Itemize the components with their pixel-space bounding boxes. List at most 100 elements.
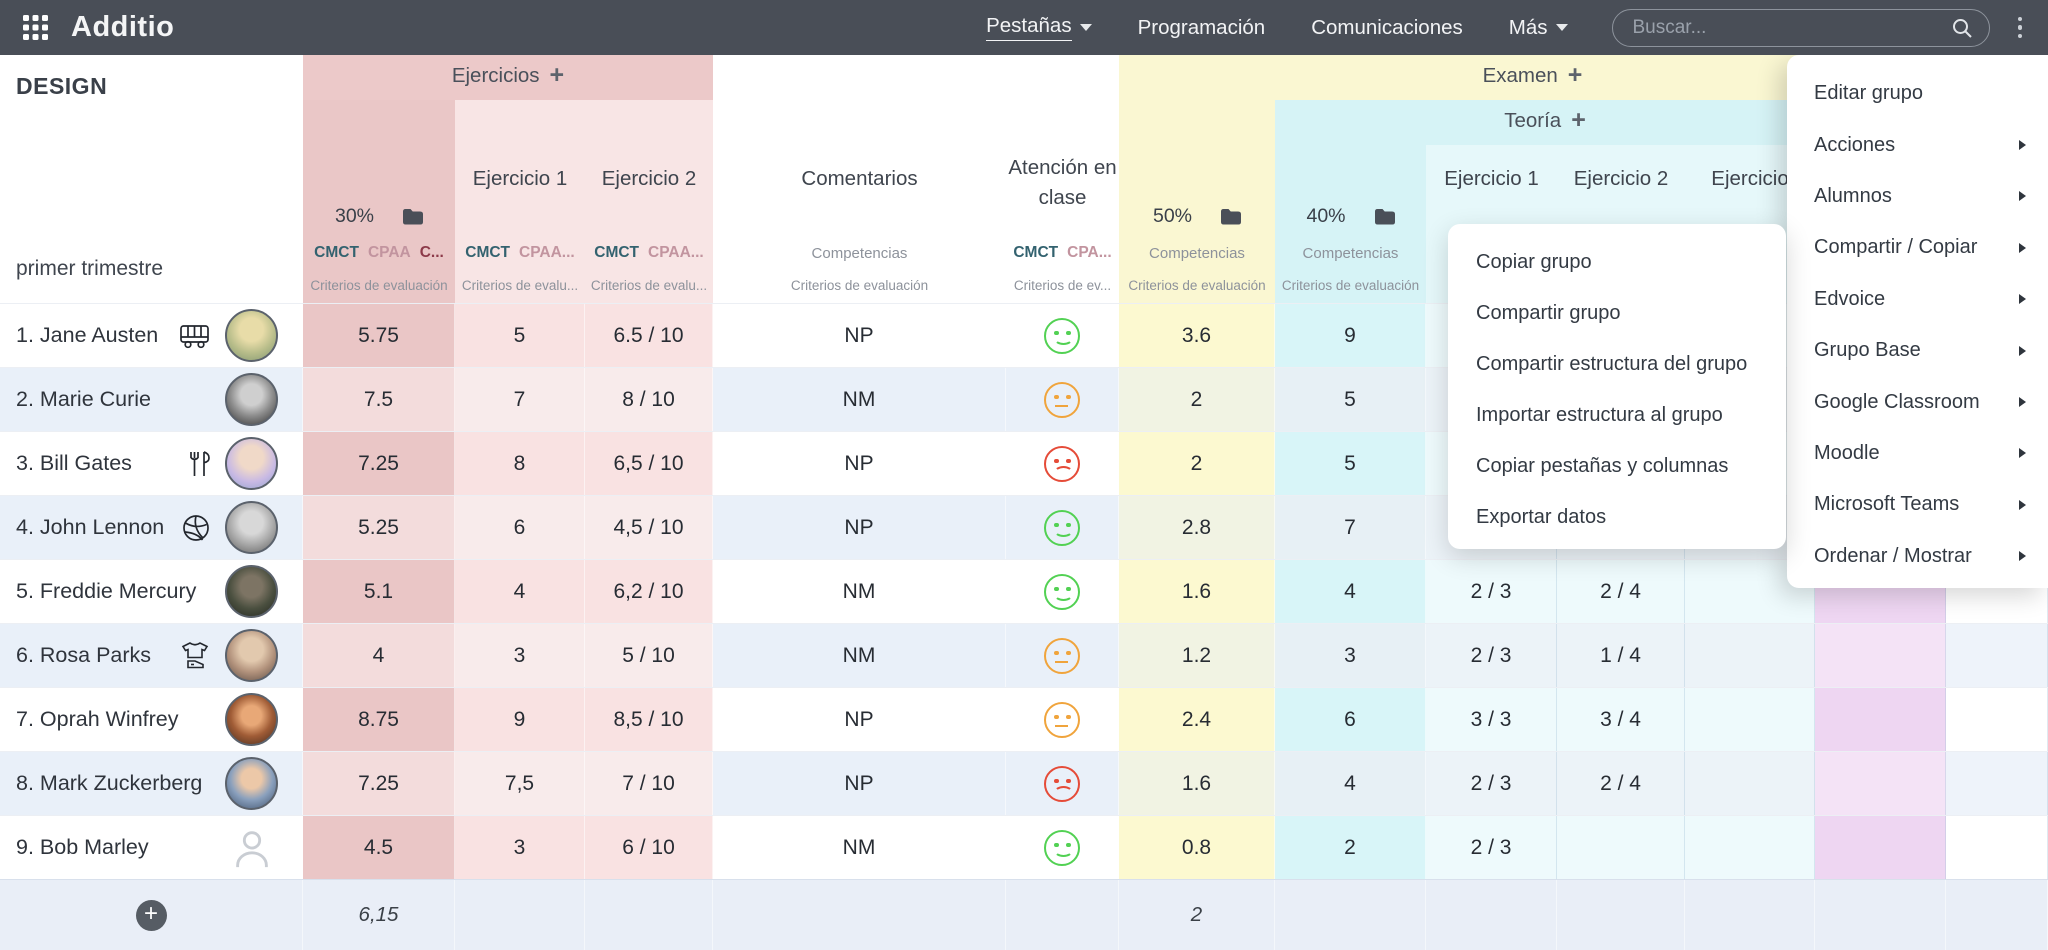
comment-cell[interactable]: NP <box>713 752 1006 815</box>
competency-tags[interactable]: CMCT CPAA... <box>465 244 575 261</box>
student-cell[interactable]: 6. Rosa Parks <box>0 624 303 687</box>
grade-cell[interactable]: 6,2 / 10 <box>585 560 713 623</box>
grade-cell[interactable]: 8.75 <box>303 688 455 751</box>
submenu-item-copiar-grupo[interactable]: Copiar grupo <box>1476 251 1592 273</box>
column-header-ejercicio1[interactable]: Ejercicio 1 <box>472 167 568 190</box>
grade-cell[interactable]: 6 <box>1275 688 1426 751</box>
mood-cell[interactable] <box>1006 560 1119 623</box>
grade-cell[interactable]: 5.1 <box>303 560 455 623</box>
competency-tags[interactable]: Competencias <box>1302 244 1399 262</box>
column-header-atencion[interactable]: Atención en clase <box>1008 156 1117 209</box>
group-examen-header[interactable]: Examen + <box>1482 61 1583 89</box>
comment-cell[interactable]: NP <box>713 304 1006 367</box>
app-logo[interactable]: Additio <box>71 11 175 43</box>
menu-item-google-classroom[interactable]: Google Classroom <box>1787 376 2048 427</box>
grade-cell[interactable]: 4 <box>455 560 585 623</box>
submenu-item-compartir-estructura[interactable]: Compartir estructura del grupo <box>1476 353 1748 375</box>
grade-cell[interactable]: 0.8 <box>1119 816 1275 879</box>
grade-cell[interactable]: 7,5 <box>455 752 585 815</box>
menu-item-alumnos[interactable]: Alumnos <box>1787 171 2048 222</box>
mood-cell[interactable] <box>1006 816 1119 879</box>
mood-cell[interactable] <box>1006 368 1119 431</box>
menu-item-ordenar-mostrar[interactable]: Ordenar / Mostrar <box>1787 531 2048 582</box>
mood-cell[interactable] <box>1006 688 1119 751</box>
menu-item-microsoft-teams[interactable]: Microsoft Teams <box>1787 479 2048 530</box>
nav-programacion[interactable]: Programación <box>1137 15 1266 39</box>
grade-cell[interactable] <box>1557 816 1685 879</box>
comment-cell[interactable]: NP <box>713 432 1006 495</box>
grade-cell[interactable]: 5 <box>1275 432 1426 495</box>
grade-cell[interactable]: 6 / 10 <box>585 816 713 879</box>
grade-cell[interactable]: 5.75 <box>303 304 455 367</box>
grade-cell[interactable]: 2.8 <box>1119 496 1275 559</box>
criteria-label[interactable]: Criterios de evaluación <box>790 277 929 293</box>
grade-cell[interactable]: 7 / 10 <box>585 752 713 815</box>
search-input[interactable]: Buscar... <box>1611 8 1990 47</box>
grade-cell[interactable]: 6 <box>455 496 585 559</box>
criteria-label[interactable]: Criterios de evalu... <box>590 277 708 293</box>
add-column-icon[interactable]: + <box>1567 61 1583 89</box>
student-cell[interactable]: 4. John Lennon <box>0 496 303 559</box>
mood-cell[interactable] <box>1006 432 1119 495</box>
grade-cell[interactable]: 6.5 / 10 <box>585 304 713 367</box>
menu-item-acciones[interactable]: Acciones <box>1787 119 2048 170</box>
grade-cell[interactable]: 5 / 10 <box>585 624 713 687</box>
criteria-label[interactable]: Criterios de evaluación <box>1281 277 1420 293</box>
add-column-icon[interactable]: + <box>549 61 565 89</box>
grade-cell[interactable]: 1.2 <box>1119 624 1275 687</box>
grade-cell[interactable]: 1.6 <box>1119 752 1275 815</box>
grade-cell[interactable]: 4 <box>303 624 455 687</box>
grade-cell[interactable]: 2 / 3 <box>1426 816 1557 879</box>
grade-cell[interactable]: 8 <box>455 432 585 495</box>
menu-item-editar-grupo[interactable]: Editar grupo <box>1814 82 1923 105</box>
mood-cell[interactable] <box>1006 304 1119 367</box>
add-student-button[interactable]: + <box>135 899 167 931</box>
competency-tags[interactable]: Competencias <box>811 244 908 262</box>
nav-pestanas[interactable]: Pestañas <box>986 14 1092 41</box>
grade-cell[interactable]: 4.5 <box>303 816 455 879</box>
grade-cell[interactable] <box>1685 624 1815 687</box>
weight-40[interactable]: 40% <box>1275 201 1426 231</box>
term-label[interactable]: primer trimestre <box>16 257 164 280</box>
grade-cell[interactable]: 5.25 <box>303 496 455 559</box>
student-cell[interactable]: 9. Bob Marley <box>0 816 303 879</box>
competency-tags[interactable]: Competencias <box>1149 244 1245 262</box>
grade-cell[interactable] <box>1815 752 1946 815</box>
column-header-comentarios[interactable]: Comentarios <box>801 167 918 190</box>
grade-cell[interactable]: 7.5 <box>303 368 455 431</box>
grade-cell[interactable]: 7.25 <box>303 432 455 495</box>
comment-cell[interactable]: NM <box>713 560 1006 623</box>
grade-cell[interactable]: 4 <box>1275 752 1426 815</box>
comment-cell[interactable]: NM <box>713 816 1006 879</box>
grade-cell[interactable]: 4,5 / 10 <box>585 496 713 559</box>
kebab-menu-icon[interactable] <box>2017 16 2022 39</box>
competency-tags[interactable]: CMCT CPAA... <box>594 244 704 261</box>
grade-cell[interactable]: 7 <box>1275 496 1426 559</box>
nav-comunicaciones[interactable]: Comunicaciones <box>1311 15 1463 39</box>
apps-grid-icon[interactable] <box>22 14 49 41</box>
grade-cell[interactable]: 3 / 4 <box>1557 688 1685 751</box>
grade-cell[interactable]: 3.6 <box>1119 304 1275 367</box>
criteria-label[interactable]: Criterios de evaluación <box>310 277 448 293</box>
grade-cell[interactable]: 3 <box>455 624 585 687</box>
column-header-teoria-ejercicio3[interactable]: Ejercicio <box>1711 167 1789 190</box>
grade-cell[interactable]: 1 / 4 <box>1557 624 1685 687</box>
grade-cell[interactable]: 2 / 4 <box>1557 752 1685 815</box>
menu-item-grupo-base[interactable]: Grupo Base <box>1787 325 2048 376</box>
competency-tags[interactable]: CMCT CPA... <box>1013 244 1112 261</box>
grade-cell[interactable] <box>1685 816 1815 879</box>
comment-cell[interactable]: NP <box>713 496 1006 559</box>
group-ejercicios-header[interactable]: Ejercicios + <box>451 61 565 89</box>
student-cell[interactable]: 1. Jane Austen <box>0 304 303 367</box>
criteria-label[interactable]: Criterios de evaluación <box>1128 277 1266 293</box>
student-cell[interactable]: 2. Marie Curie <box>0 368 303 431</box>
submenu-item-copiar-pestanas[interactable]: Copiar pestañas y columnas <box>1476 455 1729 477</box>
grade-cell[interactable]: 2 / 4 <box>1557 560 1685 623</box>
student-cell[interactable]: 7. Oprah Winfrey <box>0 688 303 751</box>
student-cell[interactable]: 5. Freddie Mercury <box>0 560 303 623</box>
comment-cell[interactable]: NM <box>713 368 1006 431</box>
grade-cell[interactable]: 4 <box>1275 560 1426 623</box>
mood-cell[interactable] <box>1006 496 1119 559</box>
grade-cell[interactable] <box>1815 624 1946 687</box>
weight-30[interactable]: 30% <box>303 201 455 231</box>
